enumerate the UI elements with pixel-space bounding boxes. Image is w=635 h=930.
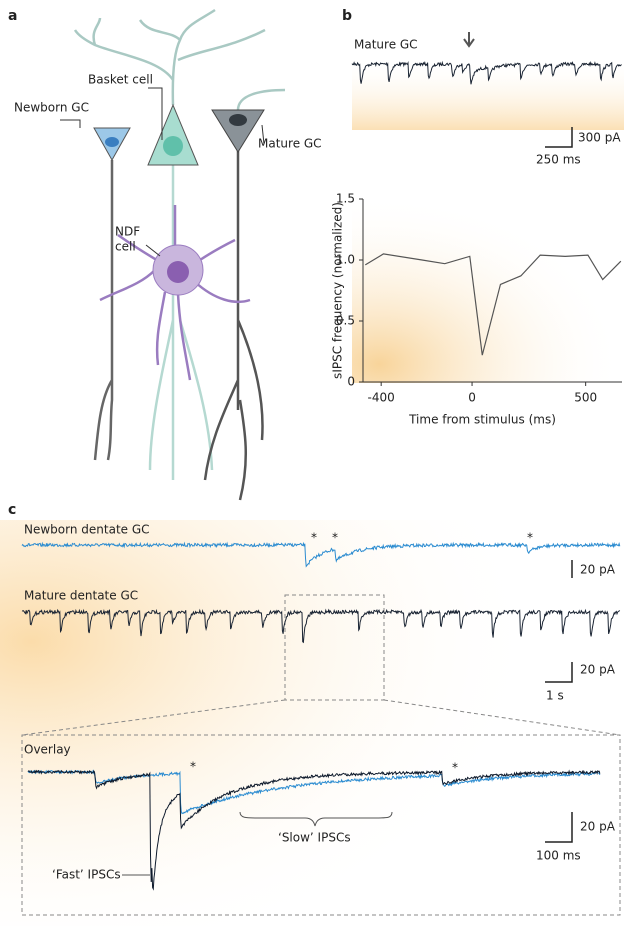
asterisk: * bbox=[311, 531, 317, 545]
basket-cell bbox=[147, 103, 199, 166]
label: Mature GC bbox=[258, 137, 322, 151]
panel-label: a bbox=[8, 8, 17, 24]
trace bbox=[27, 769, 601, 891]
y-tick-label: 1.0 bbox=[336, 253, 355, 267]
neuron-diagram bbox=[73, 8, 286, 501]
y-tick-label: 0.5 bbox=[336, 314, 355, 328]
trace bbox=[21, 541, 621, 568]
panel-label: c bbox=[8, 502, 16, 518]
label: NDF bbox=[115, 225, 140, 239]
trace-label: Overlay bbox=[24, 743, 71, 757]
scale-label: 300 pA bbox=[578, 131, 621, 145]
asterisk: * bbox=[527, 531, 533, 545]
scale-label: 20 pA bbox=[580, 563, 616, 577]
annotation: ‘Fast’ IPSCs bbox=[52, 868, 121, 882]
asterisk: * bbox=[190, 760, 196, 774]
x-axis-label: Time from stimulus (ms) bbox=[408, 413, 556, 427]
scale-label: 100 ms bbox=[536, 849, 581, 863]
asterisk: * bbox=[452, 761, 458, 775]
trace-label: Newborn dentate GC bbox=[24, 523, 150, 537]
scale-bar bbox=[545, 127, 573, 148]
annotation: ‘Slow’ IPSCs bbox=[278, 831, 351, 845]
scale-label: 20 pA bbox=[580, 820, 616, 834]
nucleus bbox=[167, 261, 189, 283]
mature-gc bbox=[211, 109, 265, 153]
panel-label: b bbox=[342, 8, 352, 24]
nucleus bbox=[105, 137, 119, 147]
x-tick-label: -400 bbox=[368, 391, 395, 405]
background bbox=[352, 195, 624, 383]
label: Newborn GC bbox=[14, 101, 89, 115]
leader-line bbox=[60, 87, 265, 257]
x-tick-label: 500 bbox=[574, 391, 597, 405]
scale-label: 250 ms bbox=[536, 153, 581, 167]
trace bbox=[351, 60, 622, 85]
scale-label: 20 pA bbox=[580, 663, 616, 677]
y-tick-label: 1.5 bbox=[336, 192, 355, 206]
y-axis-label: sIPSC frequency (normalized) bbox=[331, 202, 345, 379]
trace-label: Mature dentate GC bbox=[24, 589, 138, 603]
line-chart: 0 0.5 1.0 1.5 -400 0 500 Time from stimulus (ms… bbox=[331, 192, 622, 427]
scale-label: 1 s bbox=[546, 689, 564, 703]
bracket bbox=[239, 811, 393, 827]
background bbox=[0, 520, 635, 926]
y-tick-label: 0 bbox=[347, 375, 355, 389]
scale-bar bbox=[545, 662, 573, 683]
nucleus bbox=[163, 136, 183, 156]
zoom-box bbox=[284, 594, 385, 701]
label: cell bbox=[115, 240, 136, 254]
trace bbox=[21, 608, 621, 644]
stimulus-arrow bbox=[463, 32, 475, 48]
label: Basket cell bbox=[88, 73, 153, 87]
scale-bar bbox=[545, 812, 573, 843]
x-tick-label: 0 bbox=[468, 391, 476, 405]
traces bbox=[21, 60, 622, 891]
trace-label: Mature GC bbox=[354, 38, 418, 52]
asterisk: * bbox=[332, 531, 338, 545]
overlay-box bbox=[21, 734, 621, 916]
nucleus bbox=[229, 114, 247, 126]
zoom-line bbox=[21, 699, 621, 736]
line bbox=[364, 253, 622, 356]
